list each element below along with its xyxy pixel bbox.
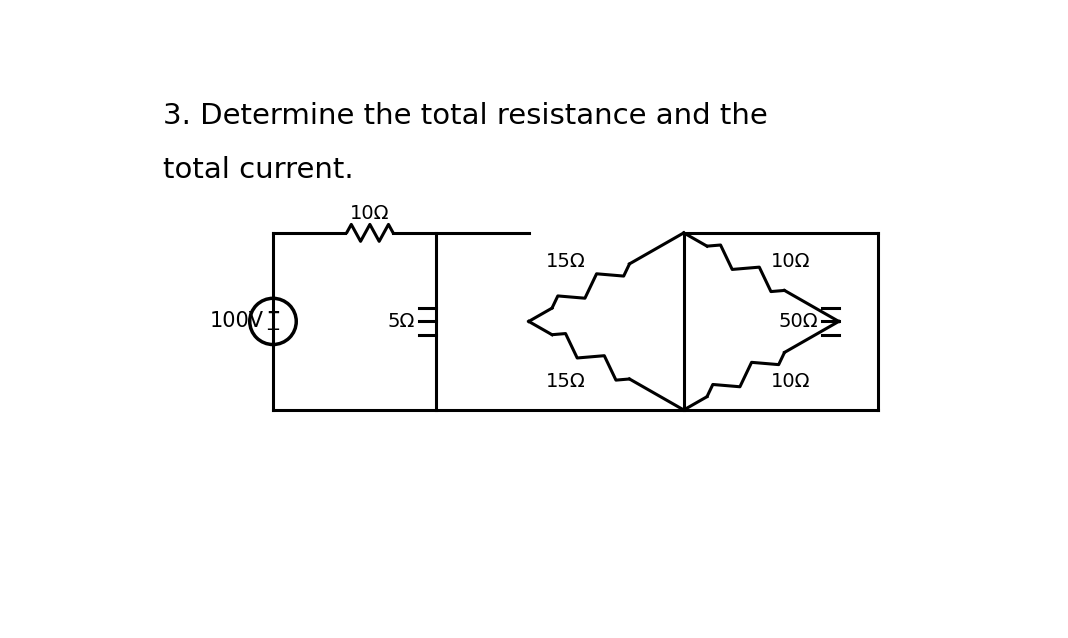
Text: 15Ω: 15Ω	[547, 372, 586, 391]
Text: 5Ω: 5Ω	[388, 312, 414, 331]
Text: +: +	[266, 304, 280, 322]
Text: 10Ω: 10Ω	[350, 204, 390, 223]
Text: 50Ω: 50Ω	[779, 312, 818, 331]
Text: 3. Determine the total resistance and the: 3. Determine the total resistance and th…	[163, 102, 768, 130]
Text: 10Ω: 10Ω	[770, 252, 810, 271]
Text: 10Ω: 10Ω	[770, 372, 810, 391]
Text: 100V: 100V	[209, 311, 264, 331]
Text: 15Ω: 15Ω	[547, 252, 586, 271]
Text: total current.: total current.	[163, 156, 354, 184]
Text: −: −	[266, 321, 281, 339]
